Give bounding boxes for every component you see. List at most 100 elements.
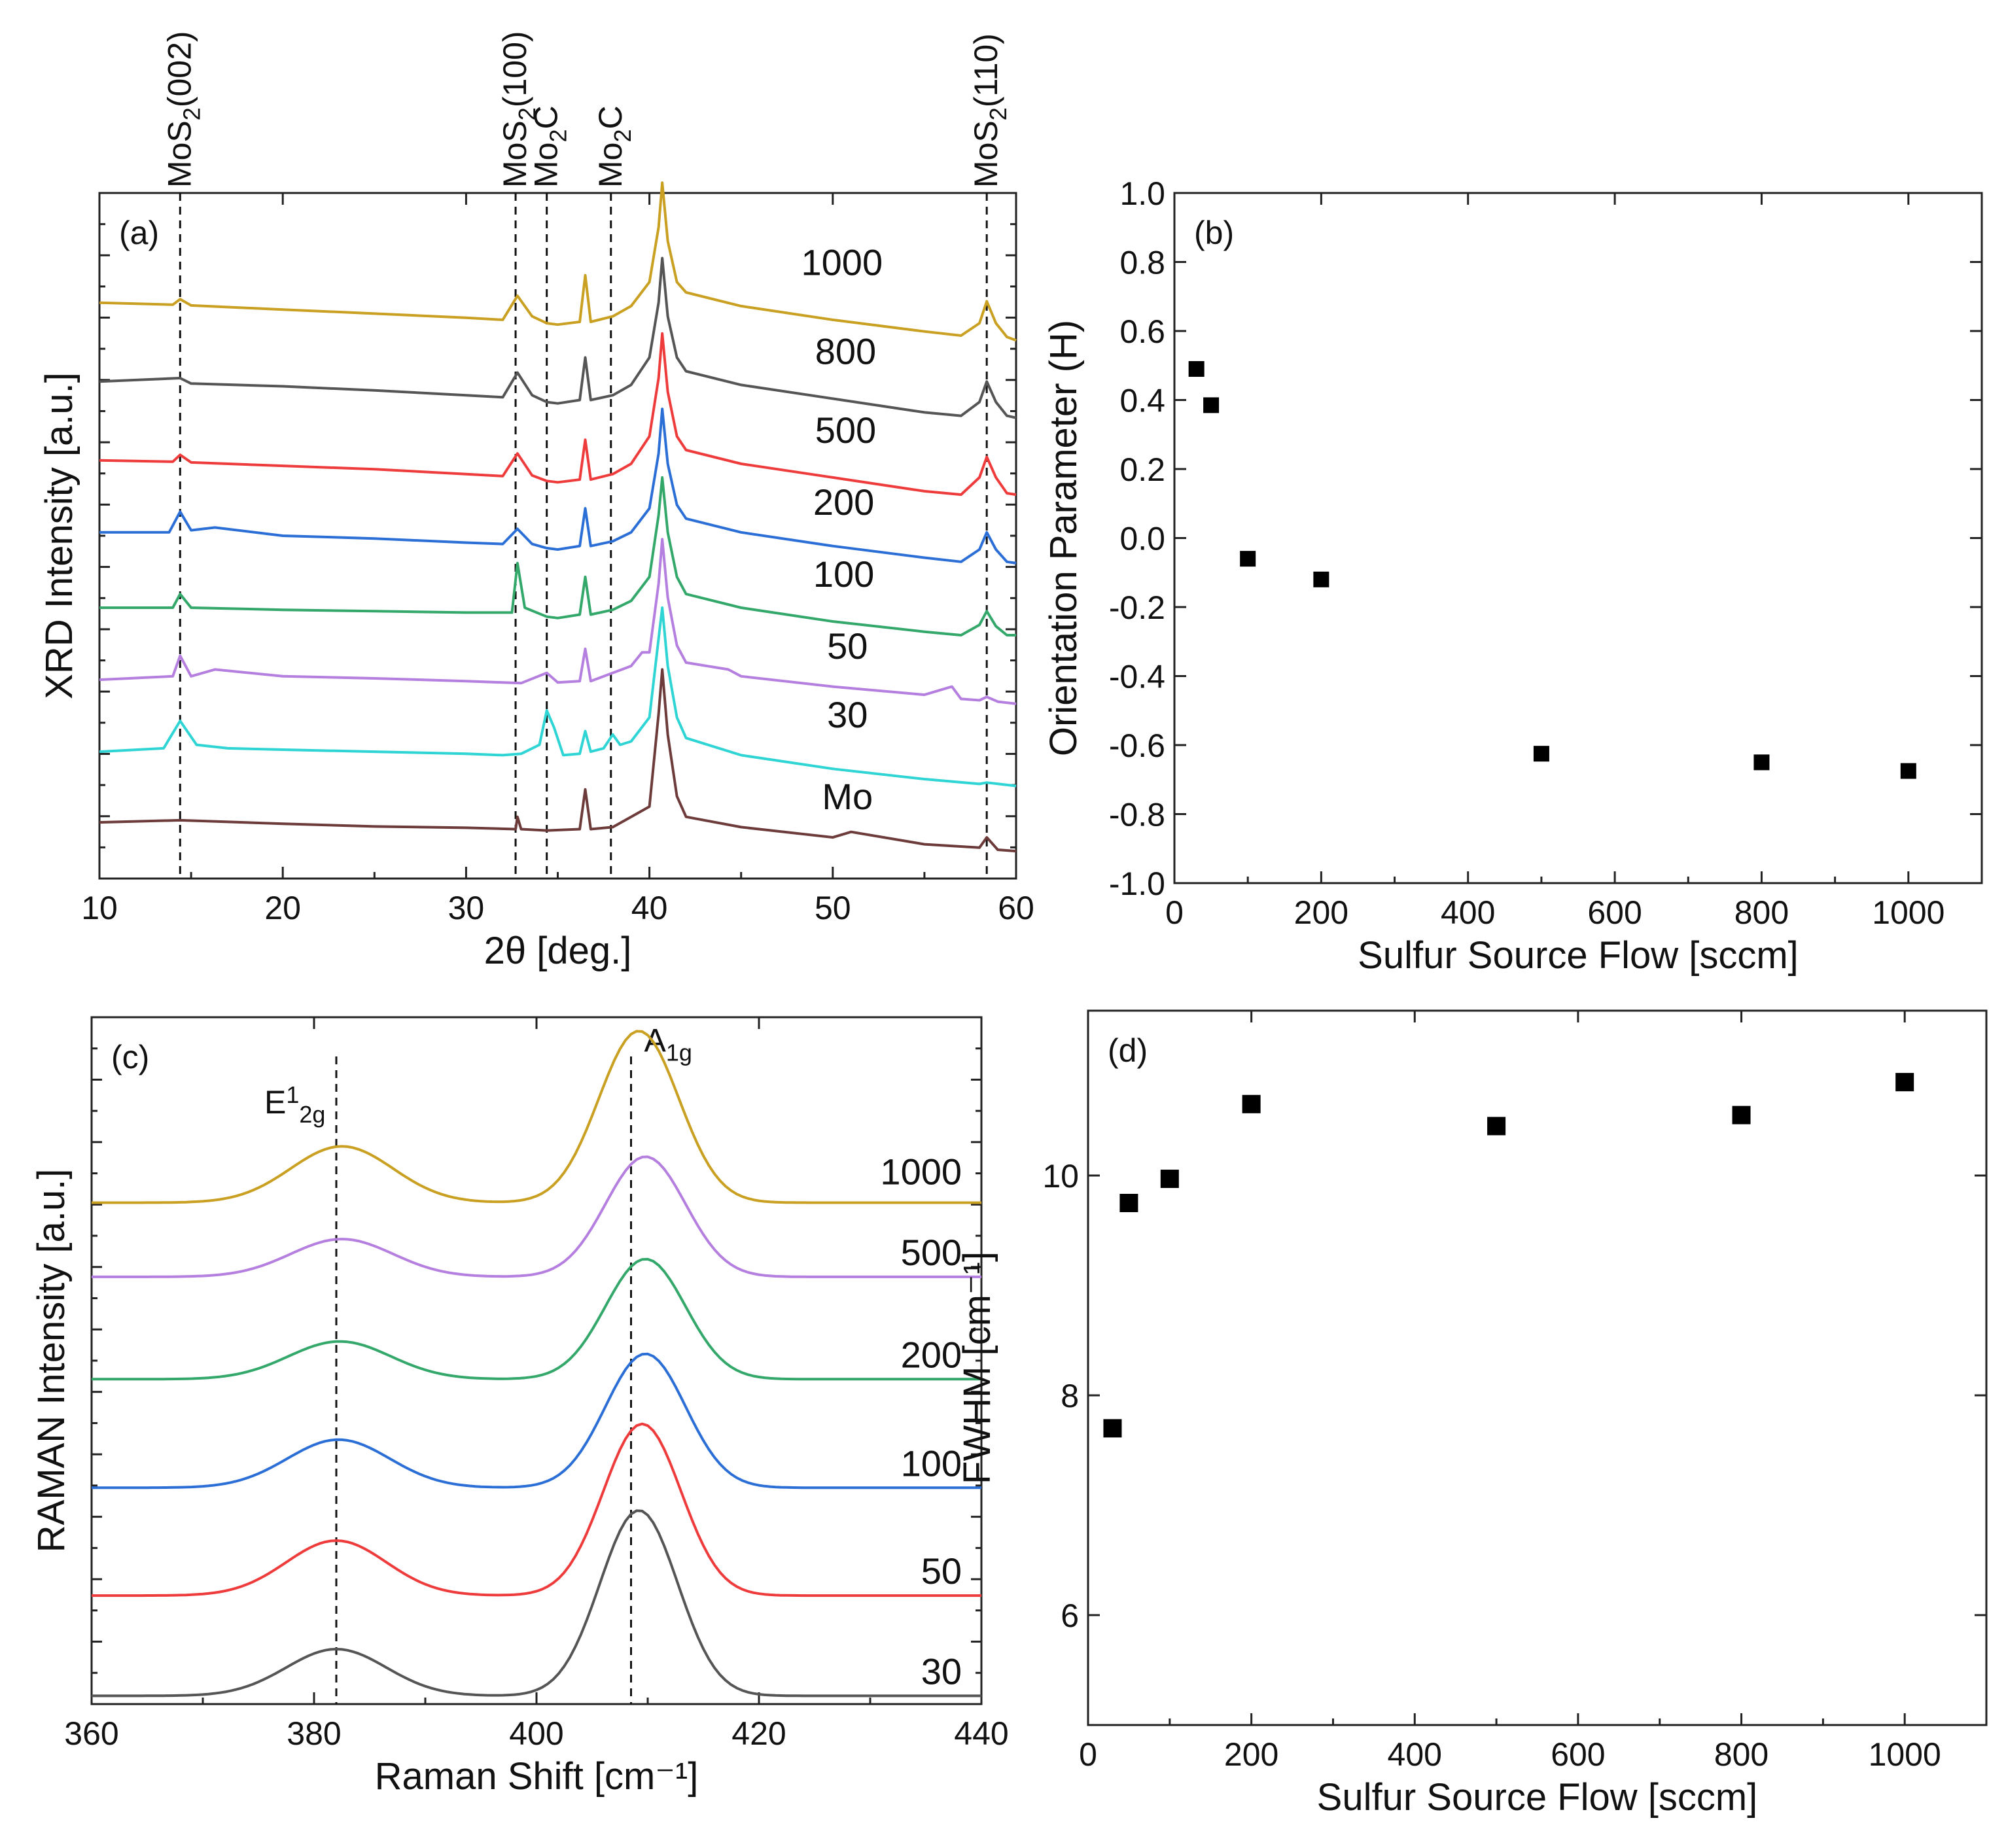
xrd-trace-50 <box>99 538 1017 705</box>
raman-trace-1000 <box>92 1030 981 1204</box>
raman-trace-500 <box>92 1155 981 1278</box>
peak-marker-label-sub: 2 <box>985 107 1012 120</box>
peak-marker-label: Mo2C <box>592 105 636 188</box>
xrd-trace-1000 <box>99 181 1017 342</box>
x-tick-label-b: 0 <box>1165 894 1184 931</box>
peak-marker-label-sub: 2 <box>609 129 636 142</box>
orientation-point <box>1203 397 1220 413</box>
x-axis-title-a: 2θ [deg.] <box>484 930 632 972</box>
x-tick-label-a: 30 <box>448 890 485 926</box>
y-tick-label-b: 0.0 <box>1119 521 1165 557</box>
xrd-trace-label: 200 <box>813 481 874 523</box>
peak-marker-label-sub: 2 <box>178 107 205 120</box>
peak-marker-label-main: Mo <box>528 143 565 188</box>
fwhm-point <box>1487 1117 1506 1136</box>
y-tick-label-b: -1.0 <box>1109 865 1165 902</box>
x-tick-label-d: 800 <box>1714 1736 1768 1773</box>
xrd-trace-100 <box>99 476 1016 636</box>
y-tick-label-d: 6 <box>1061 1597 1079 1634</box>
xrd-trace-Mo <box>99 668 1017 853</box>
xrd-trace-label: 100 <box>813 553 874 595</box>
peak-marker-label: Mo2C <box>528 105 572 188</box>
raman-trace-label: 1000 <box>880 1151 962 1193</box>
xrd-trace-label: 50 <box>827 625 868 667</box>
raman-mode-label-sub: 1g <box>666 1039 692 1066</box>
raman-trace-100 <box>92 1352 982 1490</box>
peak-marker-label: MoS2(110) <box>968 33 1012 188</box>
raman-trace-label: 500 <box>901 1232 962 1273</box>
panel-label-b: (b) <box>1194 215 1234 251</box>
y-tick-label-b: -0.6 <box>1109 727 1165 764</box>
y-tick-label-b: -0.2 <box>1109 589 1165 626</box>
x-tick-label-b: 600 <box>1587 894 1642 931</box>
fwhm-point <box>1103 1419 1122 1438</box>
raman-mode-label-main: A <box>644 1022 667 1059</box>
panel-c-raman: 360 380 400 420 440 Raman Shift [cm⁻¹] RAMAN I… <box>30 1016 1009 1798</box>
raman-mode-label-sup: 1 <box>286 1081 299 1108</box>
x-tick-label-c: 440 <box>954 1715 1008 1752</box>
xrd-trace-label: 1000 <box>801 242 883 283</box>
y-tick-label-b: 0.4 <box>1119 383 1165 419</box>
raman-mode-label-main: E <box>264 1084 286 1121</box>
x-tick-label-d: 200 <box>1224 1736 1278 1773</box>
y-tick-label-b: 0.6 <box>1119 313 1165 350</box>
fwhm-point <box>1119 1194 1138 1212</box>
xrd-trace-label: 30 <box>827 694 868 735</box>
panel-b-orientation: 0 200 400 600 800 1000 -1.0 -0.8 -0.6 -0.4 -0.2 0.0… <box>1042 175 1983 977</box>
y-axis-title-d: FWHM [cm⁻¹] <box>956 1251 998 1484</box>
xrd-trace-30 <box>99 606 1017 788</box>
x-tick-label-c: 360 <box>64 1715 118 1752</box>
x-tick-label-a: 10 <box>81 890 118 926</box>
peak-marker-label-tail: (002) <box>161 31 198 107</box>
x-tick-label-d: 0 <box>1079 1736 1097 1773</box>
x-axis-title-b: Sulfur Source Flow [sccm] <box>1358 934 1799 977</box>
x-axis-title-c: Raman Shift [cm⁻¹] <box>375 1755 699 1798</box>
raman-trace-label: 50 <box>921 1550 962 1592</box>
x-tick-label-d: 600 <box>1551 1736 1605 1773</box>
y-axis-title-b: Orientation Parameter (H) <box>1042 320 1085 756</box>
x-tick-label-b: 1000 <box>1872 894 1944 931</box>
raman-mode-label: E12g <box>264 1081 325 1128</box>
y-axis-title-a: XRD Intensity [a.u.] <box>38 372 80 699</box>
x-tick-label-b: 800 <box>1734 894 1789 931</box>
x-tick-label-b: 200 <box>1294 894 1348 931</box>
plot-frame-b <box>1173 192 1983 884</box>
panel-d-fwhm: 0 200 400 600 800 1000 6 8 10 Sulfur Source Flow … <box>956 1009 1988 1819</box>
y-tick-label-d: 10 <box>1042 1158 1079 1194</box>
peak-marker-label-tail: C <box>528 105 565 129</box>
peak-marker-label-main: MoS <box>968 120 1004 188</box>
raman-mode-label-sub: 2g <box>299 1101 325 1128</box>
y-tick-label-b: 0.2 <box>1119 451 1165 488</box>
x-tick-label-b: 400 <box>1441 894 1495 931</box>
y-tick-label-b: 0.8 <box>1119 245 1165 281</box>
orientation-point <box>1240 551 1256 567</box>
peak-marker-label-tail: (110) <box>968 33 1004 107</box>
peak-marker-label-sub: 2 <box>545 130 572 143</box>
x-tick-label-c: 400 <box>509 1715 563 1752</box>
peak-marker-label: MoS2(100) <box>497 31 540 188</box>
peak-marker-label-main: MoS <box>161 120 198 188</box>
fwhm-point <box>1242 1094 1261 1113</box>
x-tick-label-c: 420 <box>731 1715 786 1752</box>
raman-trace-label: 200 <box>901 1334 962 1375</box>
x-tick-label-d: 1000 <box>1869 1736 1941 1773</box>
raman-trace-50 <box>92 1422 981 1597</box>
x-tick-label-a: 50 <box>815 890 851 926</box>
peak-marker-label-tail: (100) <box>497 31 533 107</box>
fwhm-point <box>1160 1170 1179 1189</box>
raman-trace-200 <box>92 1257 981 1381</box>
orientation-point <box>1753 754 1770 771</box>
orientation-point <box>1533 746 1549 762</box>
raman-trace-label: 100 <box>901 1442 962 1484</box>
fwhm-point <box>1732 1106 1751 1124</box>
x-tick-label-d: 400 <box>1388 1736 1442 1773</box>
xrd-trace-label: 800 <box>815 330 876 372</box>
xrd-trace-label: 500 <box>815 410 876 451</box>
peak-marker-label: MoS2(002) <box>161 31 205 188</box>
raman-trace-30 <box>92 1509 981 1698</box>
orientation-point <box>1188 361 1205 377</box>
y-tick-label-b: -0.8 <box>1109 797 1165 833</box>
x-tick-label-a: 40 <box>631 890 668 926</box>
xrd-trace-800 <box>99 256 1017 419</box>
